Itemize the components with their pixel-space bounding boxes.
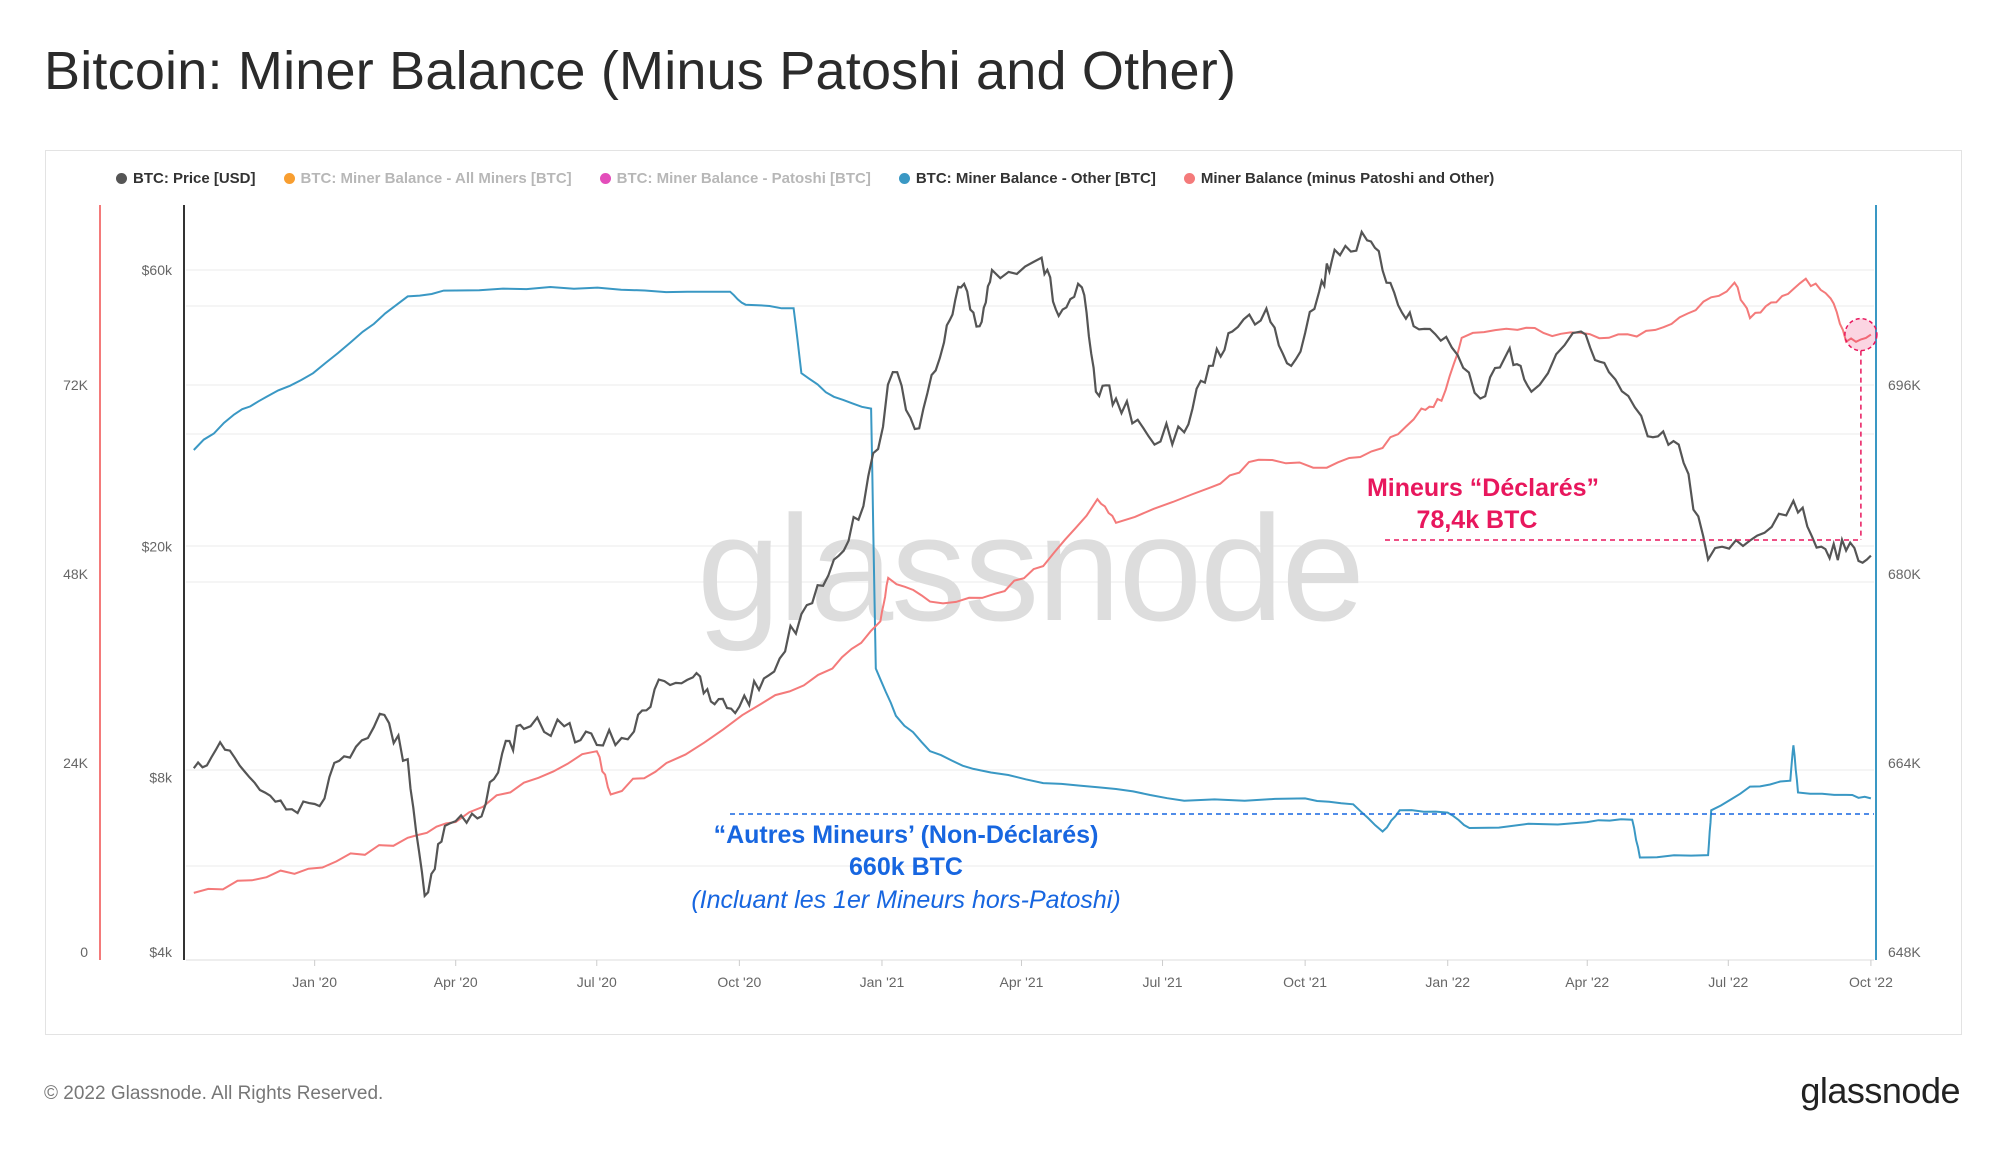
legend-item-price[interactable]: BTC: Price [USD] xyxy=(116,170,256,187)
y-tick-right: 680K xyxy=(1888,566,1921,582)
y-tick-price: $60k xyxy=(142,262,173,278)
x-tick-label: Jul '20 xyxy=(577,974,617,990)
legend-dot-minus xyxy=(1183,172,1195,184)
copyright-text: © 2022 Glassnode. All Rights Reserved. xyxy=(44,1083,384,1104)
y-tick-price: $20k xyxy=(142,539,173,555)
y-tick-outer: 48K xyxy=(63,566,89,582)
x-tick-label: Jan '22 xyxy=(1425,974,1470,990)
other-label-line2: 660k BTC xyxy=(849,853,963,881)
legend-dot-other xyxy=(898,172,910,184)
x-tick-label: Apr '22 xyxy=(1565,974,1609,990)
y-tick-right: 664K xyxy=(1888,755,1921,771)
series-line-minus xyxy=(193,277,1872,894)
legend-item-minus[interactable]: Miner Balance (minus Patoshi and Other) xyxy=(1183,169,1495,187)
y-tick-outer: 24K xyxy=(63,755,89,771)
other-label-line1: “Autres Mineurs’ (Non-Déclarés) xyxy=(714,821,1099,849)
chart-legend: BTC: Price [USD] BTC: Miner Balance - Al… xyxy=(116,168,1494,188)
x-tick-label: Jan '21 xyxy=(860,974,905,990)
legend-item-patoshi[interactable]: BTC: Miner Balance - Patoshi [BTC] xyxy=(599,169,871,187)
legend-label-price: BTC: Price [USD] xyxy=(133,169,256,187)
x-tick-label: Oct '20 xyxy=(717,974,761,990)
y-tick-right: 648K xyxy=(1888,944,1921,960)
legend-label-all-miners: BTC: Miner Balance - All Miners [BTC] xyxy=(300,169,572,187)
x-tick-label: Apr '21 xyxy=(1000,974,1044,990)
legend-dot-patoshi xyxy=(599,172,611,184)
glassnode-logo: glassnode xyxy=(1800,1070,1960,1111)
declared-label-line2: 78,4k BTC xyxy=(1417,506,1538,534)
watermark-text: glassnode xyxy=(697,484,1363,652)
x-tick-label: Oct '22 xyxy=(1849,974,1893,990)
y-tick-right: 696K xyxy=(1888,377,1921,393)
x-tick-label: Apr '20 xyxy=(434,974,478,990)
y-tick-price: $8k xyxy=(149,769,173,785)
x-tick-label: Jan '20 xyxy=(292,974,337,990)
legend-dot-all-miners xyxy=(283,172,295,184)
x-tick-label: Oct '21 xyxy=(1283,974,1327,990)
legend-label-minus: Miner Balance (minus Patoshi and Other) xyxy=(1200,169,1495,187)
declared-marker xyxy=(1844,317,1878,352)
legend-label-other: BTC: Miner Balance - Other [BTC] xyxy=(915,169,1156,187)
declared-label-line1: Mineurs “Déclarés” xyxy=(1367,474,1599,502)
legend-item-other[interactable]: BTC: Miner Balance - Other [BTC] xyxy=(898,169,1156,187)
x-tick-label: Jul '21 xyxy=(1143,974,1183,990)
y-tick-outer: 72K xyxy=(63,377,89,393)
y-tick-price: $4k xyxy=(149,944,173,960)
x-tick-label: Jul '22 xyxy=(1708,974,1748,990)
legend-label-patoshi: BTC: Miner Balance - Patoshi [BTC] xyxy=(616,169,871,187)
legend-dot-price xyxy=(116,172,127,184)
other-label-line3: (Incluant les 1er Mineurs hors-Patoshi) xyxy=(691,886,1120,914)
chart-title: Bitcoin: Miner Balance (Minus Patoshi an… xyxy=(44,41,1237,101)
series-line-price xyxy=(192,229,1872,899)
y-tick-outer: 0 xyxy=(80,944,88,960)
series-line-other xyxy=(193,285,1872,859)
chart-panel xyxy=(45,150,1962,1035)
legend-item-all-miners[interactable]: BTC: Miner Balance - All Miners [BTC] xyxy=(283,169,572,187)
